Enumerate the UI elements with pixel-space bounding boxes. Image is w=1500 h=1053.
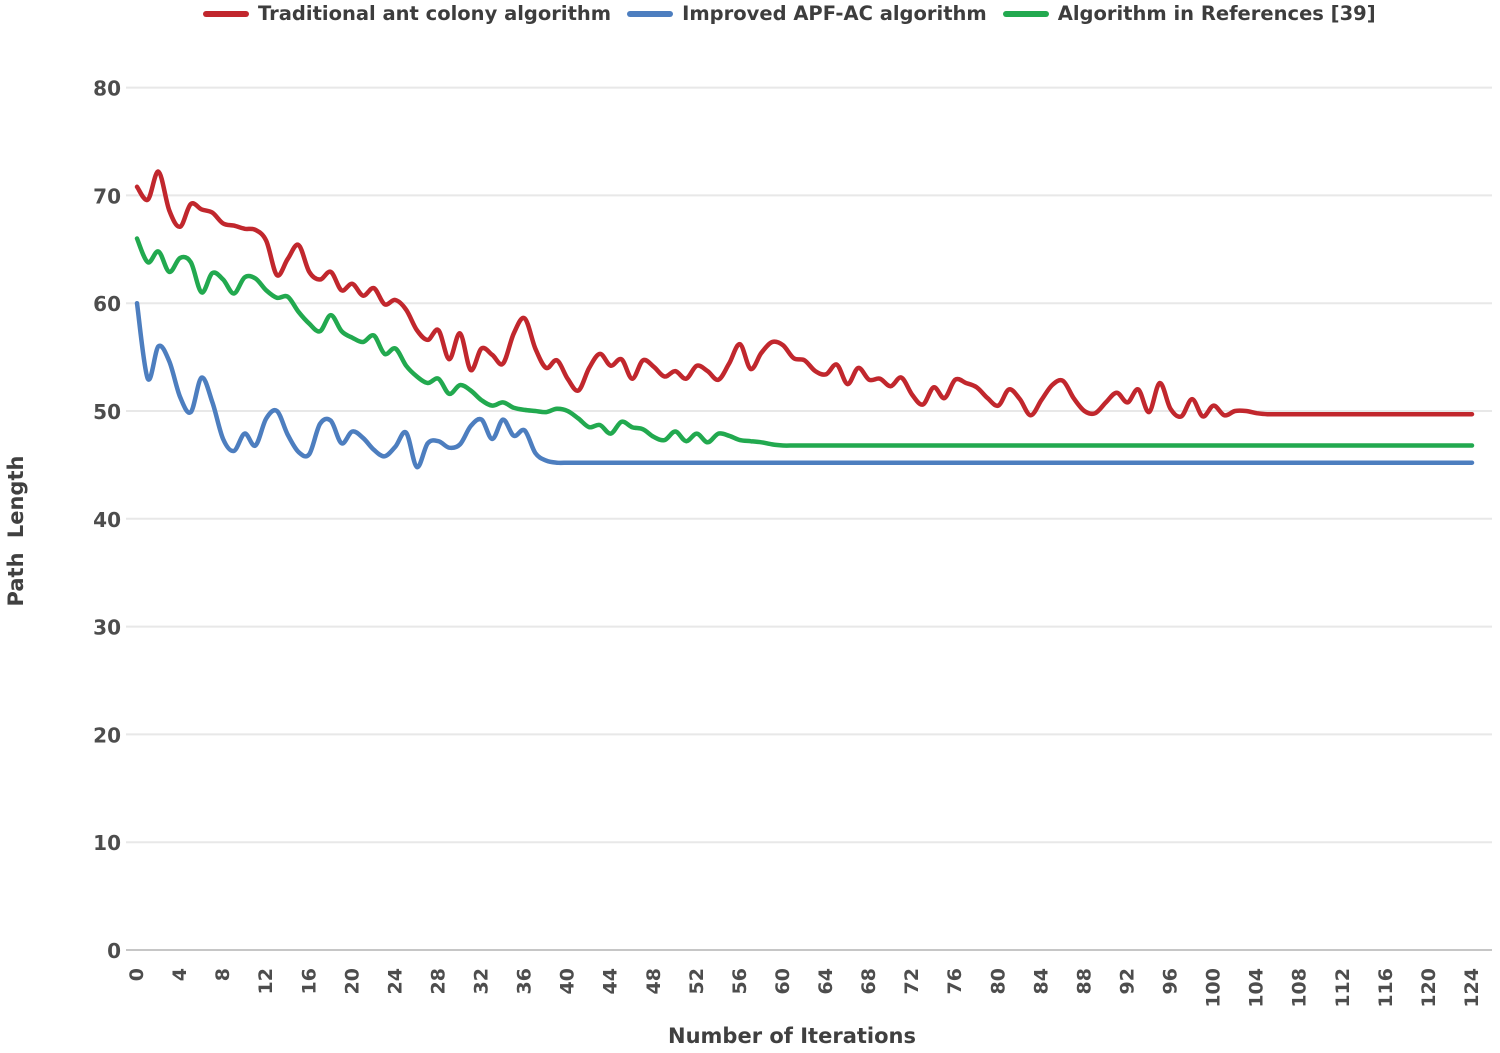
y-tick-label-70: 70 xyxy=(93,184,121,208)
y-tick-label-10: 10 xyxy=(93,831,121,855)
x-tick-label-104: 104 xyxy=(1246,968,1268,1008)
y-tick-label-30: 30 xyxy=(93,616,121,640)
x-tick-label-80: 80 xyxy=(987,968,1009,994)
x-tick-label-108: 108 xyxy=(1289,968,1311,1008)
x-tick-label-0: 0 xyxy=(126,968,148,981)
x-tick-label-120: 120 xyxy=(1418,968,1440,1008)
x-tick-label-28: 28 xyxy=(427,968,449,994)
x-tick-label-100: 100 xyxy=(1203,968,1225,1008)
x-tick-label-112: 112 xyxy=(1332,968,1354,1008)
legend: Traditional ant colony algorithm Improve… xyxy=(203,2,1490,25)
x-tick-label-12: 12 xyxy=(255,968,277,994)
x-tick-label-64: 64 xyxy=(815,968,837,994)
y-tick-label-40: 40 xyxy=(93,508,121,532)
legend-label-improved-apf-ac: Improved APF-AC algorithm xyxy=(682,2,987,25)
x-tick-label-20: 20 xyxy=(341,968,363,994)
x-tick-label-76: 76 xyxy=(944,968,966,994)
x-tick-label-72: 72 xyxy=(901,968,923,994)
y-tick-label-0: 0 xyxy=(107,939,121,963)
x-tick-label-84: 84 xyxy=(1030,968,1052,994)
x-tick-label-36: 36 xyxy=(514,968,536,994)
x-tick-label-56: 56 xyxy=(729,968,751,994)
x-tick-label-52: 52 xyxy=(686,968,708,994)
legend-line-swatch-red xyxy=(203,10,249,17)
legend-label-traditional-ant-colony: Traditional ant colony algorithm xyxy=(258,2,612,25)
x-tick-label-24: 24 xyxy=(384,968,406,994)
legend-label-references-39: Algorithm in References [39] xyxy=(1057,2,1376,25)
x-tick-label-124: 124 xyxy=(1461,968,1483,1008)
y-tick-label-80: 80 xyxy=(93,77,121,101)
x-tick-label-8: 8 xyxy=(212,968,234,981)
x-tick-label-48: 48 xyxy=(643,968,665,994)
x-tick-label-88: 88 xyxy=(1073,968,1095,994)
x-tick-label-68: 68 xyxy=(858,968,880,994)
x-tick-label-16: 16 xyxy=(298,968,320,994)
y-tick-label-50: 50 xyxy=(93,400,121,424)
legend-item-improved-apf-ac: Improved APF-AC algorithm xyxy=(627,2,987,25)
legend-item-references-39: Algorithm in References [39] xyxy=(1002,2,1376,25)
legend-item-traditional-ant-colony: Traditional ant colony algorithm xyxy=(203,2,611,25)
series-line-improved-apf-ac xyxy=(134,300,1475,470)
series-line-traditional-ant-colony xyxy=(134,169,1475,420)
x-tick-label-116: 116 xyxy=(1375,968,1397,1008)
legend-line-swatch-blue xyxy=(627,10,674,17)
legend-line-swatch-green xyxy=(1002,10,1049,17)
x-tick-label-4: 4 xyxy=(169,968,191,981)
x-tick-label-96: 96 xyxy=(1160,968,1182,994)
x-tick-label-92: 92 xyxy=(1117,968,1139,994)
series-line-references-39 xyxy=(134,236,1475,448)
x-tick-label-44: 44 xyxy=(600,968,622,994)
y-axis-title: Path Length xyxy=(4,455,28,607)
x-tick-label-40: 40 xyxy=(557,968,579,994)
x-tick-label-32: 32 xyxy=(471,968,493,994)
y-tick-label-60: 60 xyxy=(93,292,121,316)
y-tick-label-20: 20 xyxy=(93,723,121,747)
x-axis-title: Number of Iterations xyxy=(668,1024,916,1048)
x-tick-label-60: 60 xyxy=(772,968,794,994)
